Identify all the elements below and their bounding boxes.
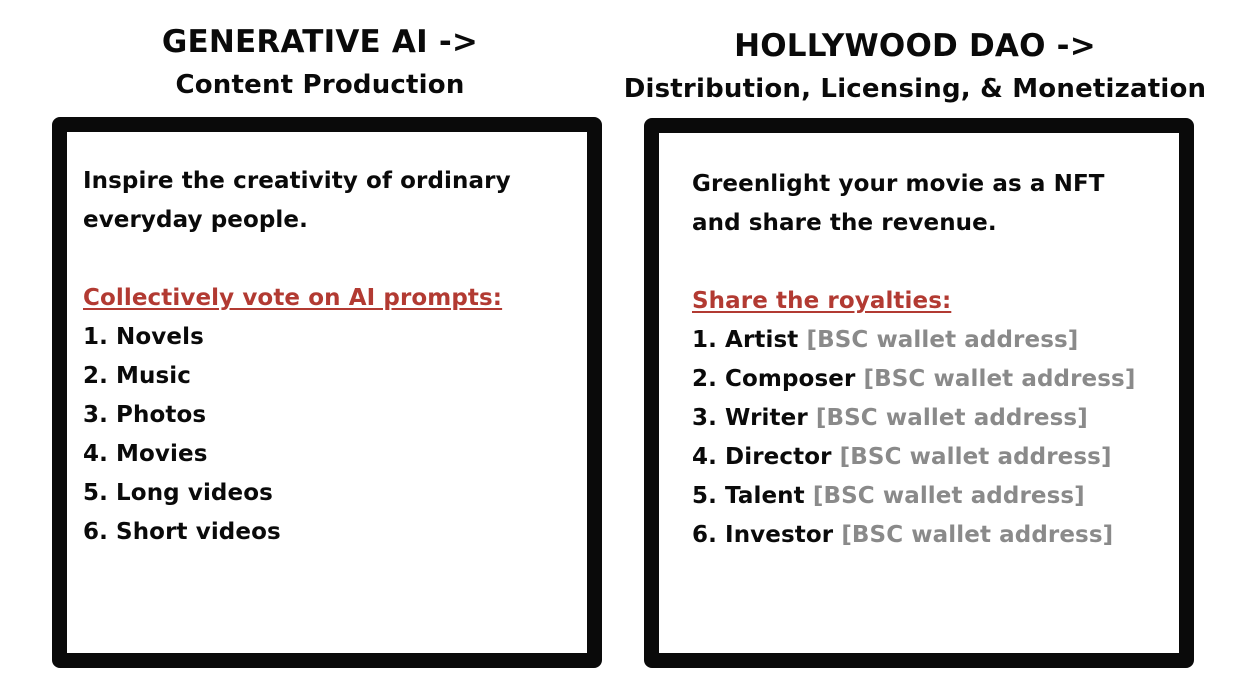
list-item: 5. Talent [BSC wallet address] bbox=[692, 477, 1135, 516]
distribution-subtitle: Distribution, Licensing, & Monetization bbox=[623, 74, 1207, 104]
list-item: 2. Music bbox=[83, 363, 192, 389]
list-item: 6. Short videos bbox=[83, 519, 281, 545]
list-item: 3. Photos bbox=[83, 402, 207, 428]
list-item: 3. Writer [BSC wallet address] bbox=[692, 399, 1135, 438]
generative-ai-panel: Inspire the creativity of ordinary every… bbox=[52, 117, 602, 668]
wallet-address: [BSC wallet address] bbox=[812, 483, 1085, 509]
role-label: 3. Writer bbox=[692, 405, 808, 431]
list-item: 5. Long videos bbox=[83, 480, 273, 506]
role-label: 1. Artist bbox=[692, 327, 799, 353]
wallet-address: [BSC wallet address] bbox=[863, 366, 1136, 392]
wallet-address: [BSC wallet address] bbox=[841, 522, 1114, 548]
role-label: 5. Talent bbox=[692, 483, 805, 509]
content-production-subtitle: Content Production bbox=[175, 70, 465, 100]
wallet-address: [BSC wallet address] bbox=[839, 444, 1112, 470]
wallet-address: [BSC wallet address] bbox=[806, 327, 1079, 353]
wallet-address: [BSC wallet address] bbox=[815, 405, 1088, 431]
list-item: 6. Investor [BSC wallet address] bbox=[692, 516, 1135, 555]
intro-line: everyday people. bbox=[83, 207, 308, 233]
list-item: 1. Artist [BSC wallet address] bbox=[692, 321, 1135, 360]
spacer bbox=[692, 243, 1135, 282]
hollywood-dao-panel: Greenlight your movie as a NFT and share… bbox=[644, 118, 1194, 668]
list-item: 1. Novels bbox=[83, 324, 204, 350]
role-label: 6. Investor bbox=[692, 522, 834, 548]
role-label: 2. Composer bbox=[692, 366, 856, 392]
royalty-list: 1. Artist [BSC wallet address] 2. Compos… bbox=[692, 321, 1135, 555]
generative-ai-heading: GENERATIVE AI -> Content Production bbox=[100, 22, 540, 102]
list-item: 4. Director [BSC wallet address] bbox=[692, 438, 1135, 477]
hollywood-dao-title: HOLLYWOOD DAO -> bbox=[734, 28, 1096, 64]
list-item: 4. Movies bbox=[83, 441, 208, 467]
royalties-section-title: Share the royalties: bbox=[692, 288, 952, 314]
generative-ai-content: Inspire the creativity of ordinary every… bbox=[83, 162, 511, 552]
prompt-list: 1. Novels 2. Music 3. Photos 4. Movies 5… bbox=[83, 318, 511, 552]
intro-line: Inspire the creativity of ordinary bbox=[83, 168, 511, 194]
generative-ai-title: GENERATIVE AI -> bbox=[161, 24, 479, 60]
hollywood-dao-content: Greenlight your movie as a NFT and share… bbox=[692, 165, 1135, 555]
vote-section-title: Collectively vote on AI prompts: bbox=[83, 285, 503, 311]
intro-line: and share the revenue. bbox=[692, 210, 997, 236]
list-item: 2. Composer [BSC wallet address] bbox=[692, 360, 1135, 399]
intro-line: Greenlight your movie as a NFT bbox=[692, 171, 1105, 197]
spacer bbox=[83, 240, 511, 279]
hollywood-dao-heading: HOLLYWOOD DAO -> Distribution, Licensing… bbox=[600, 26, 1230, 106]
role-label: 4. Director bbox=[692, 444, 832, 470]
